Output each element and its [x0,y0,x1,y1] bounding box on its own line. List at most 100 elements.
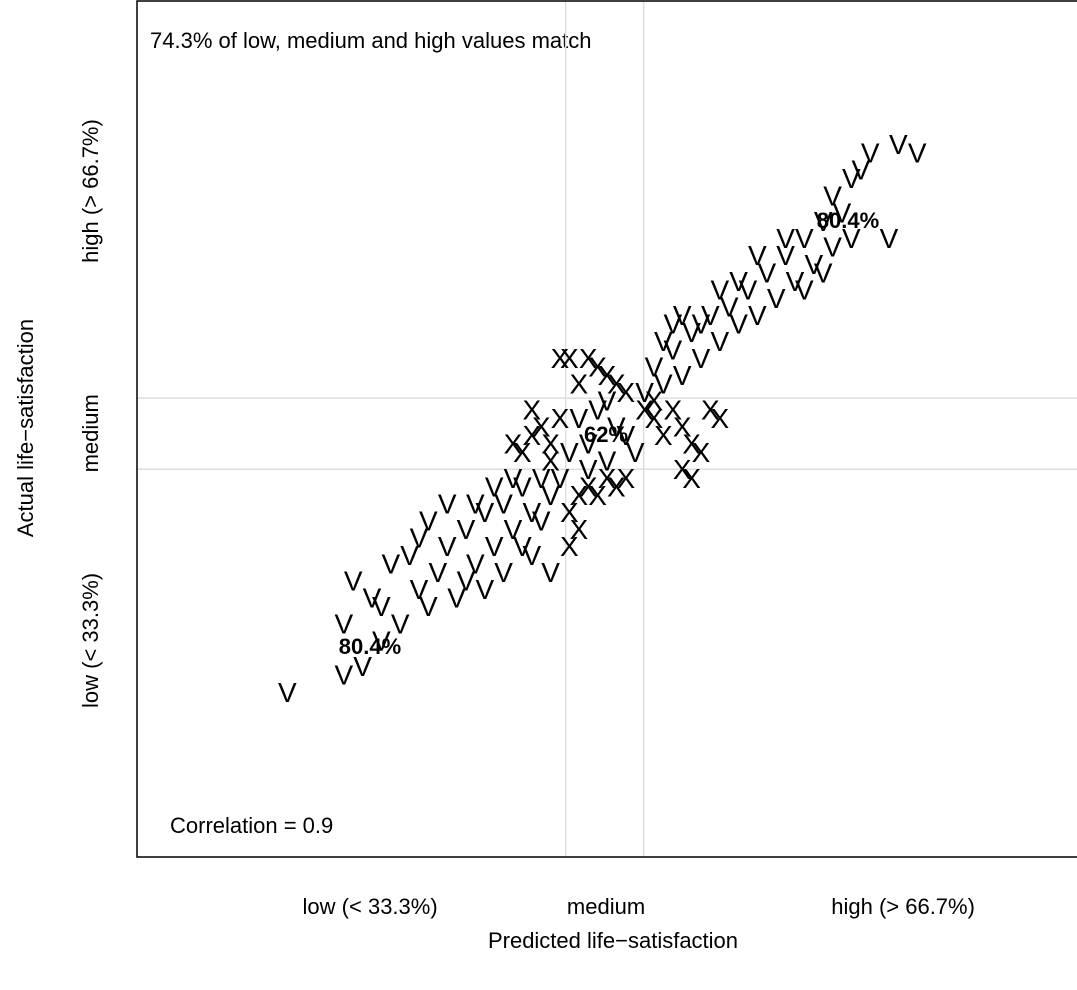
point: V [851,155,870,186]
point: V [410,523,429,554]
point: V [334,660,353,691]
point: V [541,480,560,511]
point: V [710,274,729,305]
x-tick-label: low (< 33.3%) [303,894,438,919]
point: V [804,249,823,280]
point: V [767,283,786,314]
point: V [372,625,391,656]
y-tick-label: medium [78,394,103,472]
point: V [353,651,372,682]
point: X [710,403,729,434]
point: V [494,488,513,519]
point: V [598,386,617,417]
point: V [616,420,635,451]
point: V [457,565,476,596]
point: V [504,514,523,545]
point: V [786,266,805,297]
point: V [776,240,795,271]
point: V [381,548,400,579]
point: X [569,514,588,545]
point: V [278,677,297,708]
point: V [438,488,457,519]
point: V [729,266,748,297]
point: V [842,163,861,194]
point: V [748,300,767,331]
point: X [616,377,635,408]
point: X [522,394,541,425]
point: X [560,531,579,562]
point: X [513,437,532,468]
point: X [645,386,664,417]
point: V [475,497,494,528]
point: V [334,608,353,639]
point: V [504,463,523,494]
point: V [363,583,382,614]
point: V [739,274,758,305]
x-tick-label: high (> 66.7%) [831,894,975,919]
point: V [400,540,419,571]
point: V [673,360,692,391]
point: V [692,309,711,340]
point: X [663,394,682,425]
point: V [513,531,532,562]
point: X [673,454,692,485]
point: X [635,394,654,425]
point: V [438,531,457,562]
point: V [344,565,363,596]
point: X [560,343,579,374]
point: V [861,137,880,168]
y-tick-label: high (> 66.7%) [78,119,103,263]
point: V [663,334,682,365]
point: X [701,394,720,425]
point: V [682,317,701,348]
cell-label: 80.4% [339,634,401,659]
point: X [569,369,588,400]
point: V [776,223,795,254]
point: X [504,429,523,460]
point: V [419,506,438,537]
point: V [635,377,654,408]
point: V [701,300,720,331]
y-axis-title: Actual life−satisfaction [13,319,38,537]
point: V [522,540,541,571]
point: V [560,437,579,468]
point: X [551,403,570,434]
point: X [569,480,588,511]
point: V [823,180,842,211]
point: V [598,446,617,477]
correlation-label: Correlation = 0.9 [170,813,333,838]
point: V [880,223,899,254]
point: V [372,591,391,622]
point: V [663,309,682,340]
point: V [588,394,607,425]
point: V [795,274,814,305]
point: V [485,531,504,562]
point: X [682,463,701,494]
point: V [419,591,438,622]
point: V [466,488,485,519]
point: V [757,257,776,288]
point: V [654,369,673,400]
point: V [485,471,504,502]
point: V [720,292,739,323]
point: V [748,240,767,271]
point: X [588,351,607,382]
point: X [522,420,541,451]
point: V [823,232,842,263]
point: X [598,463,617,494]
point: V [842,223,861,254]
cell-label: 80.4% [817,208,879,233]
x-axis-title: Predicted life−satisfaction [488,928,738,953]
point: X [532,411,551,442]
point: V [391,608,410,639]
point: X [541,446,560,477]
point: V [569,403,588,434]
point: V [654,326,673,357]
point: V [729,309,748,340]
point: V [541,557,560,588]
point: V [513,471,532,502]
point: X [560,497,579,528]
point: X [541,429,560,460]
point: X [607,471,626,502]
